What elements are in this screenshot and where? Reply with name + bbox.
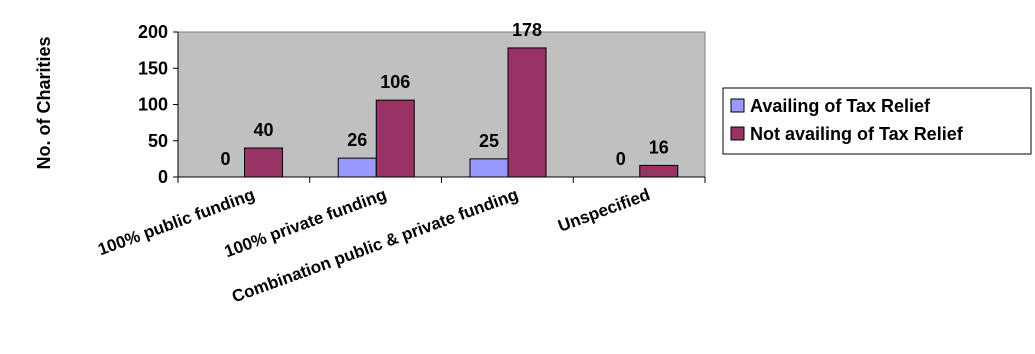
bar-not-availing-3 <box>639 164 679 178</box>
legend: Availing of Tax Relief Not availing of Ta… <box>722 87 1032 155</box>
y-tick-label: 0 <box>158 167 168 187</box>
data-label-availing-0: 0 <box>220 149 230 169</box>
data-label-not-availing-2: 178 <box>512 20 542 40</box>
y-axis-label: No. of Charities <box>34 36 54 169</box>
y-tick-label: 200 <box>138 22 168 42</box>
legend-label-availing: Availing of Tax Relief <box>750 96 931 116</box>
legend-label-not-availing: Not availing of Tax Relief <box>750 124 964 144</box>
y-tick-label: 150 <box>138 58 168 78</box>
bar-not-availing-2 <box>507 47 547 178</box>
bar-availing-2 <box>469 158 509 178</box>
bar-not-availing-1 <box>375 99 415 178</box>
data-label-availing-1: 26 <box>347 130 367 150</box>
x-tick-label-3: Unspecified <box>555 185 652 236</box>
y-tick-label: 50 <box>148 131 168 151</box>
data-label-availing-3: 0 <box>616 149 626 169</box>
legend-swatch-availing <box>730 98 745 113</box>
bar-availing-1 <box>337 157 377 178</box>
legend-box <box>722 87 1032 155</box>
data-label-not-availing-3: 16 <box>649 137 669 157</box>
data-label-not-availing-0: 40 <box>253 120 273 140</box>
bar-not-availing-0 <box>244 147 283 178</box>
data-label-availing-2: 25 <box>479 131 499 151</box>
data-label-not-availing-1: 106 <box>380 72 410 92</box>
y-tick-label: 100 <box>138 95 168 115</box>
legend-swatch-not-availing <box>730 126 745 141</box>
